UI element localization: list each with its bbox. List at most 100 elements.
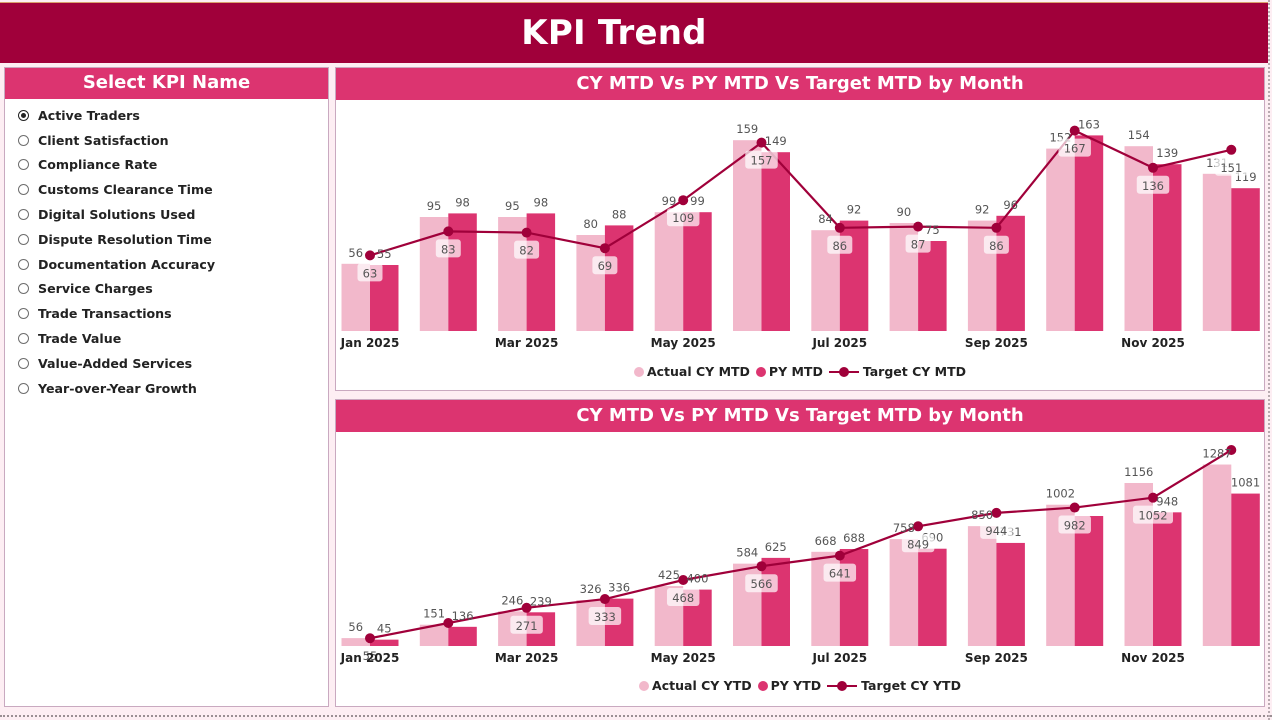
target-point[interactable] xyxy=(443,618,454,629)
target-point[interactable] xyxy=(1226,144,1237,155)
label-target-bg xyxy=(514,240,540,259)
target-point[interactable] xyxy=(599,594,610,605)
bar-py[interactable] xyxy=(683,212,712,331)
bar-actual[interactable] xyxy=(1124,146,1154,331)
bar-py[interactable] xyxy=(1231,493,1260,646)
x-tick-label: Mar 2025 xyxy=(495,651,559,665)
radio-unchecked-icon[interactable] xyxy=(18,333,29,345)
radio-unchecked-icon[interactable] xyxy=(18,233,29,245)
target-point[interactable] xyxy=(1069,502,1080,513)
kpi-option[interactable]: Compliance Rate xyxy=(18,153,215,178)
kpi-option[interactable]: Customs Clearance Time xyxy=(18,177,215,202)
target-point[interactable] xyxy=(756,137,767,148)
bar-actual[interactable] xyxy=(1202,464,1232,646)
target-point[interactable] xyxy=(834,550,845,561)
target-point[interactable] xyxy=(756,561,767,572)
bar-py[interactable] xyxy=(761,557,791,646)
kpi-option[interactable]: Service Charges xyxy=(18,277,215,302)
radio-checked-icon[interactable] xyxy=(18,109,29,121)
bar-actual[interactable] xyxy=(1046,148,1075,331)
target-point[interactable] xyxy=(834,222,845,233)
kpi-option[interactable]: Active Traders xyxy=(18,103,215,128)
bar-py[interactable] xyxy=(996,215,1025,331)
x-tick-label: Mar 2025 xyxy=(495,336,559,350)
radio-unchecked-icon[interactable] xyxy=(18,283,29,295)
target-point[interactable] xyxy=(1148,162,1158,173)
legend-item-py[interactable]: PY MTD xyxy=(755,364,823,379)
label-target: 136 xyxy=(1142,179,1164,193)
kpi-option[interactable]: Trade Value xyxy=(18,326,215,351)
label-target-bg xyxy=(901,534,935,553)
target-point[interactable] xyxy=(443,226,454,237)
label-target: 468 xyxy=(672,591,694,605)
target-point[interactable] xyxy=(365,633,375,644)
target-point[interactable] xyxy=(599,243,610,254)
legend-item-actual[interactable]: Actual CY YTD xyxy=(639,678,752,693)
target-point[interactable] xyxy=(1148,492,1158,503)
bar-py[interactable] xyxy=(1074,515,1104,646)
bar-py[interactable] xyxy=(839,548,869,646)
bar-actual[interactable] xyxy=(1202,173,1232,331)
target-point[interactable] xyxy=(913,521,924,532)
kpi-option[interactable]: Year-over-Year Growth xyxy=(18,376,215,401)
bar-py[interactable] xyxy=(1074,135,1104,331)
target-point[interactable] xyxy=(521,227,532,238)
radio-unchecked-icon[interactable] xyxy=(18,308,29,320)
chart-mtd-plot[interactable]: 56 55 63 95 98 83 95 98 82 80 88 69 99 99 109 159 149 157… xyxy=(336,68,1266,392)
radio-unchecked-icon[interactable] xyxy=(18,134,29,146)
kpi-option-label: Client Satisfaction xyxy=(38,132,169,148)
kpi-option-label: Value-Added Services xyxy=(38,355,193,371)
chart-mtd-title: CY MTD Vs PY MTD Vs Target MTD by Month xyxy=(336,68,1264,100)
kpi-option[interactable]: Digital Solutions Used xyxy=(18,202,215,227)
target-point[interactable] xyxy=(678,575,689,586)
label-py: 92 xyxy=(847,203,862,217)
legend-item-target[interactable]: Target CY YTD xyxy=(827,678,961,693)
bar-actual[interactable] xyxy=(967,526,997,646)
bar-actual[interactable] xyxy=(576,235,605,331)
radio-unchecked-icon[interactable] xyxy=(18,184,29,196)
bar-py[interactable] xyxy=(448,626,477,646)
bar-actual[interactable] xyxy=(654,212,684,331)
label-target-bg xyxy=(1133,505,1173,524)
bar-actual[interactable] xyxy=(419,217,449,331)
bar-py[interactable] xyxy=(918,548,947,646)
target-point[interactable] xyxy=(678,195,689,206)
label-target-bg xyxy=(1136,175,1170,194)
bar-py[interactable] xyxy=(1153,512,1182,646)
target-point[interactable] xyxy=(1069,125,1080,136)
kpi-option[interactable]: Client Satisfaction xyxy=(18,128,215,153)
radio-unchecked-icon[interactable] xyxy=(18,357,29,369)
bar-py[interactable] xyxy=(996,542,1025,646)
target-point[interactable] xyxy=(991,507,1002,518)
x-axis: Jan 2025 Mar 2025 May 2025 Jul 2025 Sep 2025… xyxy=(340,651,1185,665)
bar-actual[interactable] xyxy=(419,624,449,646)
bar-py[interactable] xyxy=(918,241,947,331)
target-point[interactable] xyxy=(521,602,532,613)
bar-py[interactable] xyxy=(1231,188,1260,331)
radio-unchecked-icon[interactable] xyxy=(18,209,29,221)
target-point[interactable] xyxy=(365,250,375,261)
radio-unchecked-icon[interactable] xyxy=(18,382,29,394)
target-point[interactable] xyxy=(913,221,924,232)
legend-item-target[interactable]: Target CY MTD xyxy=(828,364,966,379)
legend-item-actual[interactable]: Actual CY MTD xyxy=(633,364,750,379)
kpi-option[interactable]: Documentation Accuracy xyxy=(18,252,215,277)
radio-unchecked-icon[interactable] xyxy=(18,159,29,171)
bar-py[interactable] xyxy=(604,225,634,331)
chart-ytd-plot[interactable]: 56 45 55 151 136 246 239 271 326 336 333 425 400 468 5… xyxy=(336,400,1266,708)
radio-unchecked-icon[interactable] xyxy=(18,258,29,270)
bar-py[interactable] xyxy=(370,639,399,646)
bar-actual[interactable] xyxy=(341,638,371,646)
kpi-option[interactable]: Trade Transactions xyxy=(18,301,215,326)
target-point[interactable] xyxy=(991,222,1002,233)
kpi-option[interactable]: Value-Added Services xyxy=(18,351,215,376)
label-actual: 154 xyxy=(1128,128,1150,142)
bar-py[interactable] xyxy=(761,152,791,331)
target-point[interactable] xyxy=(1226,445,1237,456)
bar-py[interactable] xyxy=(448,213,477,331)
kpi-option[interactable]: Dispute Resolution Time xyxy=(18,227,215,252)
bar-actual[interactable] xyxy=(889,539,919,646)
legend-item-py[interactable]: PY YTD xyxy=(757,678,821,693)
bar-actual[interactable] xyxy=(733,140,762,331)
bar-actual[interactable] xyxy=(498,217,527,331)
